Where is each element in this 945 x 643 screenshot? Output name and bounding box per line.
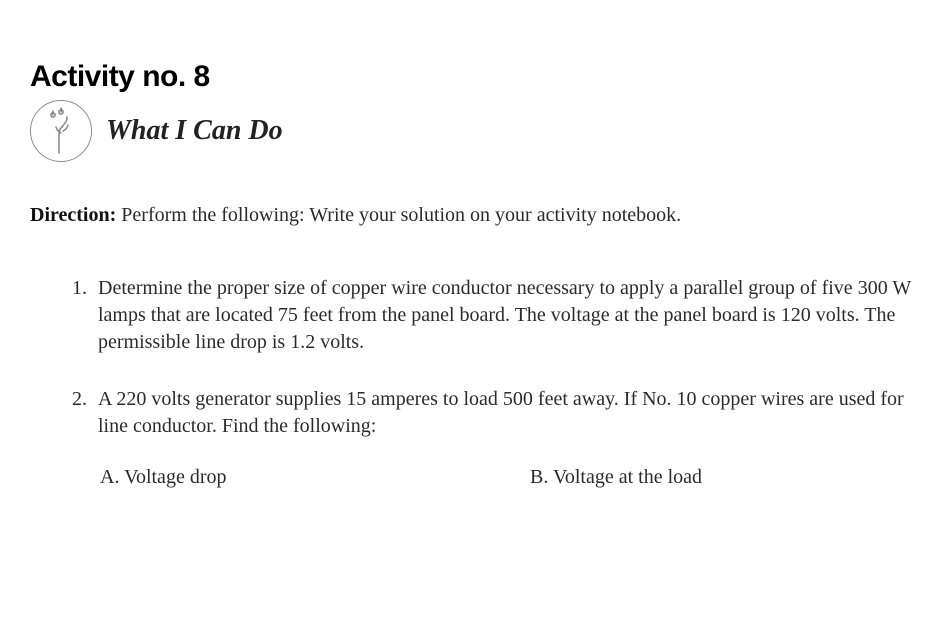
hand-snapping-icon	[30, 100, 92, 162]
question-2-subparts: A. Voltage drop B. Voltage at the load	[98, 464, 915, 491]
section-header: What I Can Do	[30, 100, 915, 162]
question-1-text: Determine the proper size of copper wire…	[98, 277, 911, 353]
question-2a: A. Voltage drop	[98, 464, 530, 491]
question-list: Determine the proper size of copper wire…	[30, 275, 915, 491]
question-2b: B. Voltage at the load	[530, 464, 915, 491]
hand-snap-svg	[39, 107, 83, 155]
document-page: Activity no. 8 What I Can Do Direction: …	[0, 0, 945, 551]
direction-line: Direction: Perform the following: Write …	[30, 204, 915, 227]
direction-text: Perform the following: Write your soluti…	[116, 204, 681, 226]
question-1: Determine the proper size of copper wire…	[92, 275, 915, 356]
activity-title: Activity no. 8	[30, 60, 915, 94]
section-heading: What I Can Do	[106, 115, 283, 147]
question-2: A 220 volts generator supplies 15 ampere…	[92, 386, 915, 491]
direction-label: Direction:	[30, 204, 116, 226]
question-2-text: A 220 volts generator supplies 15 ampere…	[98, 388, 904, 437]
